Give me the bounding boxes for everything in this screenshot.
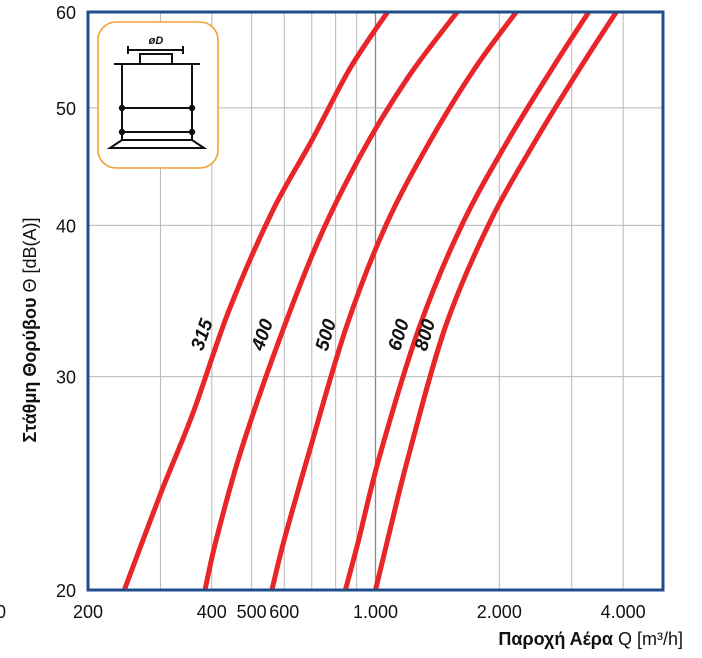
grid-lines: [88, 12, 663, 590]
series-label-800: 800: [411, 317, 440, 354]
diameter-label: øD: [149, 35, 164, 47]
y-tick-label: 20: [56, 581, 76, 601]
y-tick-label: 60: [56, 3, 76, 23]
series-line-500: [269, 12, 519, 590]
x-axis-title-bold: Παροχή Αέρα: [498, 629, 613, 649]
y-axis-title: Στάθμη Θορύβου Θ [dB(A)]: [20, 218, 40, 443]
damper-diagram-inset: øD: [97, 21, 219, 169]
x-tick-label: 500: [237, 602, 267, 622]
plot-frame: [86, 10, 665, 592]
x-axis-tick-labels: 200 400 500 600 1.000 2.000 4.000: [73, 602, 646, 622]
x-tick-label: 1.000: [353, 602, 398, 622]
series-line-800: [373, 12, 619, 590]
series-curves: [121, 12, 619, 590]
edge-tick-label: 0: [0, 602, 6, 622]
series-line-600: [342, 12, 591, 590]
x-axis-title: Παροχή Αέρα Q [m³/h]: [498, 629, 683, 649]
series-line-315: [121, 12, 390, 590]
y-axis-tick-labels: 20 30 40 50 60: [56, 3, 76, 601]
y-tick-label: 30: [56, 368, 76, 388]
y-tick-label: 50: [56, 99, 76, 119]
damper-icon: [106, 46, 208, 149]
x-tick-label: 400: [197, 602, 227, 622]
x-tick-label: 600: [269, 602, 299, 622]
x-axis-title-unit: Q [m³/h]: [613, 629, 683, 649]
x-tick-label: 200: [73, 602, 103, 622]
y-tick-label: 40: [56, 216, 76, 236]
x-tick-label: 4.000: [601, 602, 646, 622]
series-line-400: [202, 12, 460, 590]
x-tick-label: 2.000: [477, 602, 522, 622]
y-axis-title-bold: Στάθμη Θορύβου: [20, 298, 40, 443]
y-axis-title-unit: Θ [dB(A)]: [20, 218, 40, 298]
series-label-500: 500: [312, 317, 341, 354]
